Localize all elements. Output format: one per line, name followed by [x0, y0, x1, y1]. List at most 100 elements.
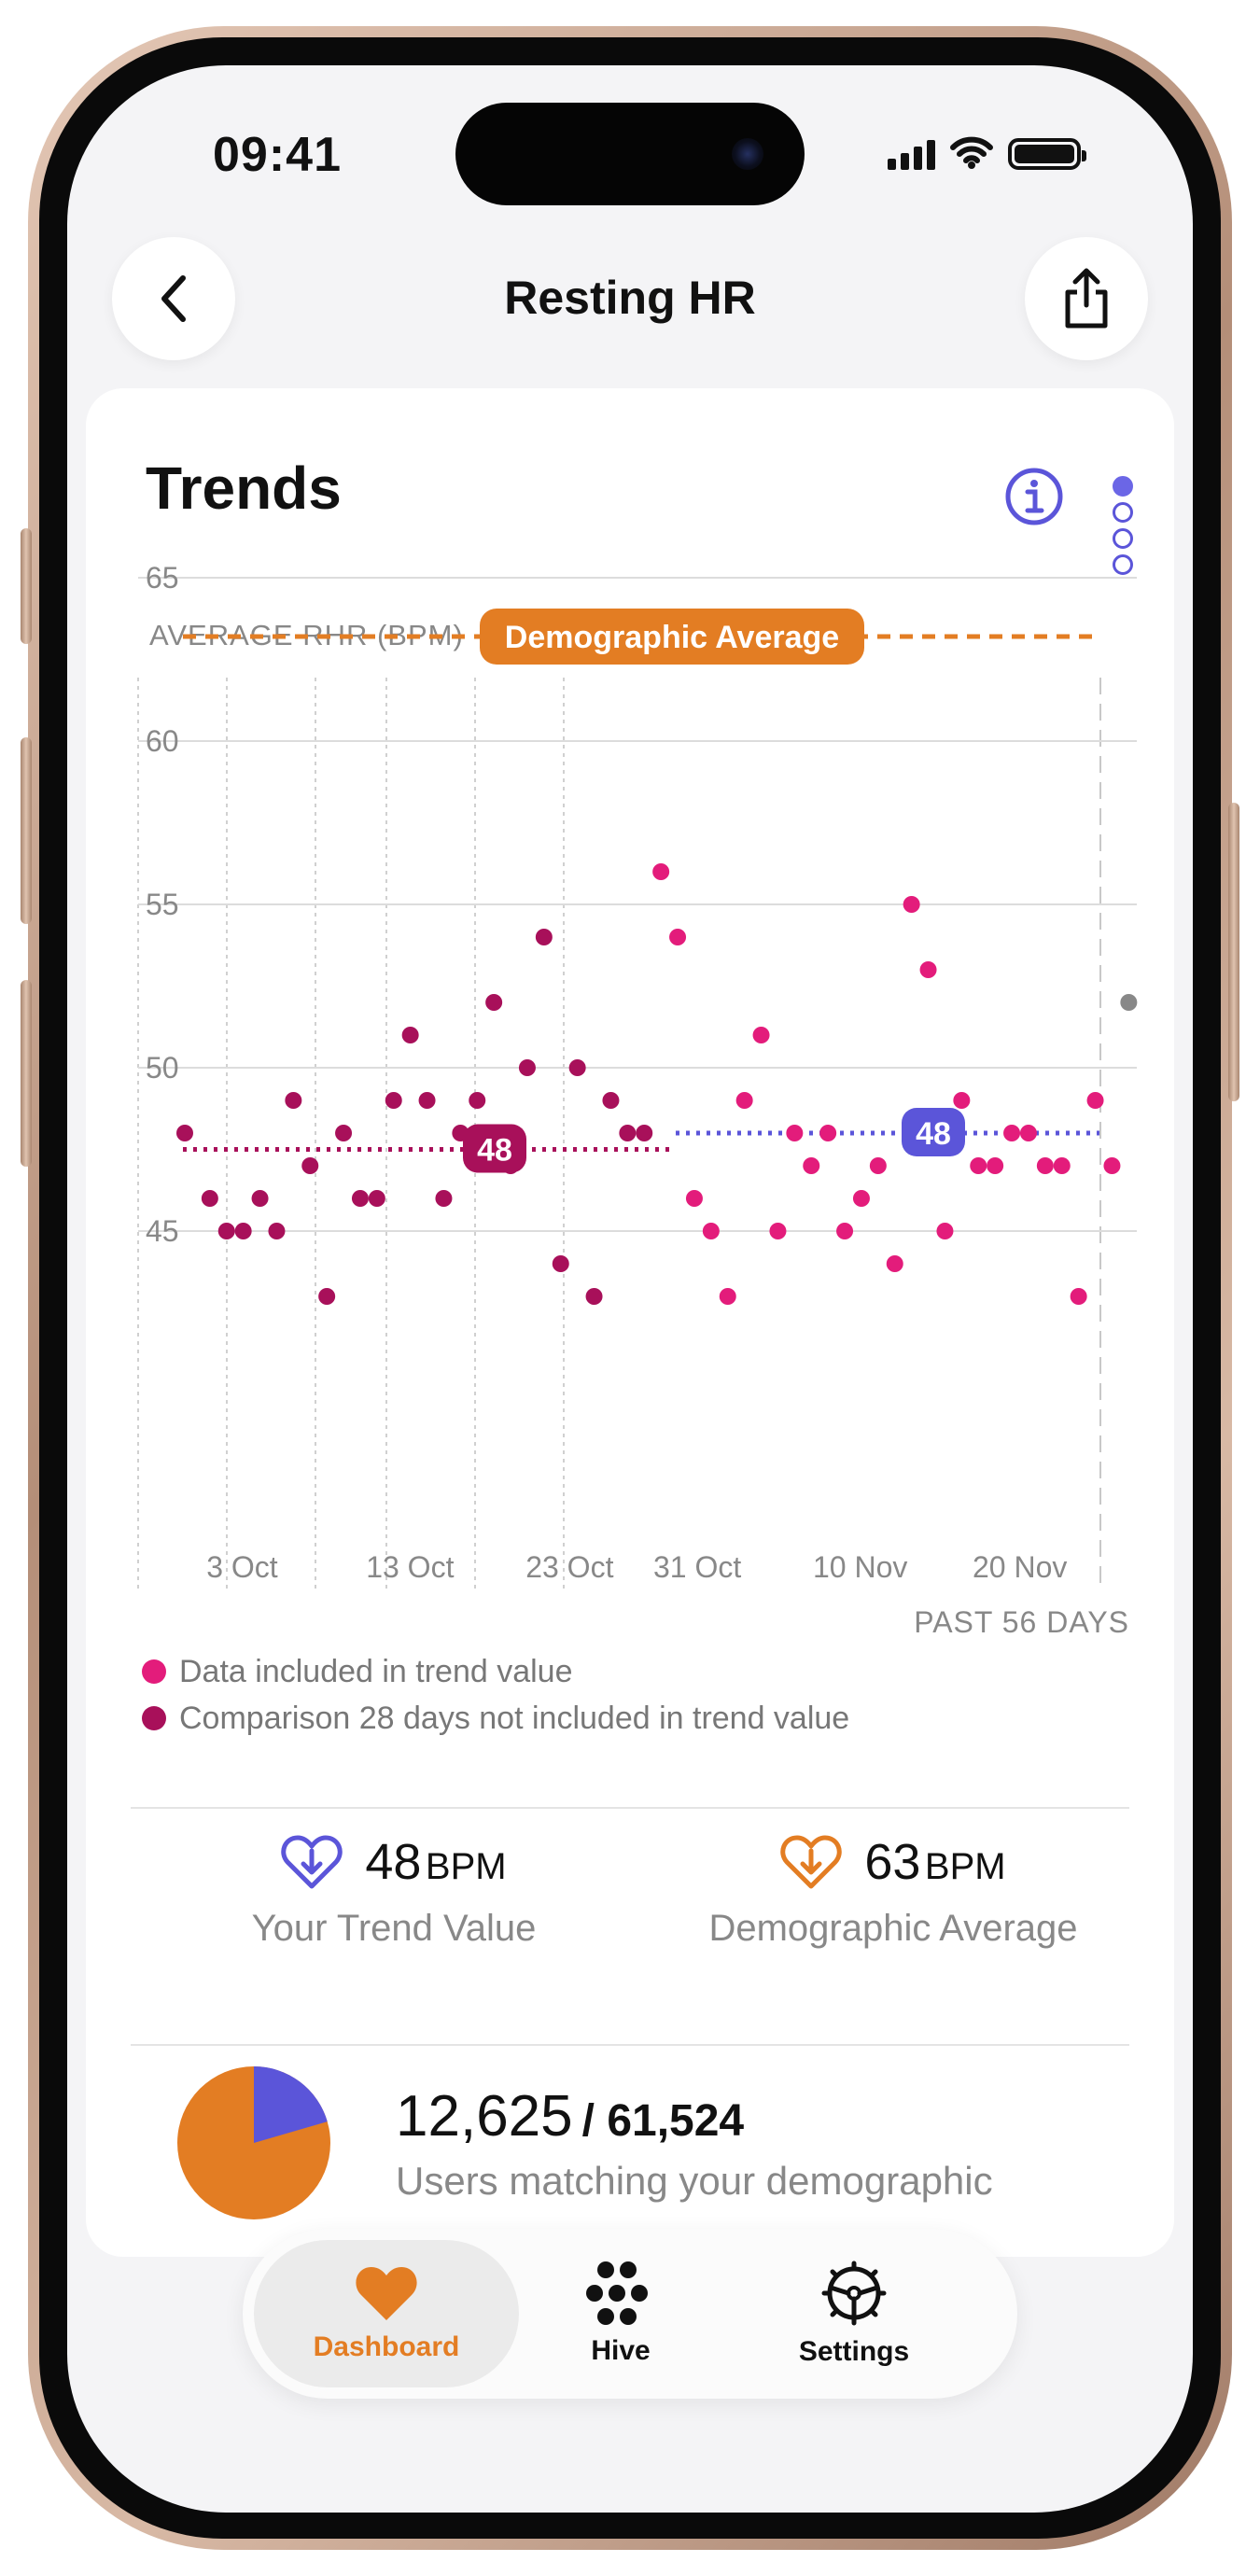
x-tick-label: 10 Nov: [813, 1550, 907, 1584]
data-point: [535, 929, 553, 945]
page-dot[interactable]: [1113, 502, 1133, 523]
data-point: [1019, 1125, 1037, 1141]
x-tick-label: 31 Oct: [653, 1550, 741, 1584]
users-pie-chart: [177, 2066, 330, 2219]
data-point: [1036, 1157, 1054, 1174]
demographic-average-pill-label: Demographic Average: [505, 620, 839, 655]
data-point: [803, 1157, 820, 1174]
data-point: [251, 1190, 269, 1207]
data-point: [919, 961, 937, 978]
tab-settings[interactable]: Settings: [747, 2240, 961, 2387]
data-point: [702, 1223, 720, 1239]
data-point: [585, 1288, 603, 1305]
data-point: [268, 1223, 286, 1239]
pie-slice-match: [254, 2066, 328, 2143]
data-point: [368, 1190, 385, 1207]
data-point: [987, 1157, 1004, 1174]
data-point: [1070, 1288, 1087, 1305]
users-label: Users matching your demographic: [396, 2158, 993, 2203]
comparison-trend-pill: [463, 1124, 526, 1173]
trend-unit: BPM: [425, 1846, 507, 1887]
data-point: [769, 1223, 787, 1239]
data-point: [401, 1027, 419, 1043]
data-point: [435, 1190, 453, 1207]
data-point: [852, 1190, 870, 1207]
page-dot[interactable]: [1113, 528, 1133, 549]
y-tick-label: 50: [146, 1051, 179, 1085]
data-point: [669, 929, 687, 945]
data-point: [485, 994, 503, 1011]
x-tick-label: 20 Nov: [973, 1550, 1067, 1584]
data-point: [1086, 1092, 1104, 1109]
users-matching-row: 12,625/ 61,524 Users matching your demog…: [177, 2066, 993, 2219]
data-point: [318, 1288, 336, 1305]
page-dot[interactable]: [1113, 554, 1133, 575]
wifi-icon: [950, 136, 993, 169]
tab-dashboard[interactable]: Dashboard: [254, 2240, 519, 2387]
users-total: / 61,524: [581, 2095, 745, 2146]
demographic-value: 63: [864, 1834, 921, 1890]
period-label: PAST 56 DAYS: [914, 1605, 1129, 1639]
data-point: [786, 1125, 804, 1141]
tab-hive-label: Hive: [591, 2335, 651, 2366]
page-indicator[interactable]: [1113, 476, 1133, 575]
data-point: [936, 1223, 954, 1239]
data-point: [568, 1059, 586, 1076]
data-point: [234, 1223, 252, 1239]
data-point: [385, 1092, 402, 1109]
heart-down-arrow-icon: [780, 1835, 843, 1889]
demographic-unit: BPM: [924, 1846, 1006, 1887]
page-dot[interactable]: [1113, 476, 1133, 497]
data-point: [176, 1125, 193, 1141]
data-point: [719, 1288, 736, 1305]
page-title: Resting HR: [504, 272, 756, 324]
data-point: [602, 1092, 620, 1109]
tab-bar: Dashboard Hive Settings: [243, 2229, 1017, 2399]
data-point: [1103, 1157, 1121, 1174]
trend-value: 48: [365, 1834, 422, 1890]
cellular-signal-icon: [888, 138, 935, 170]
comparison-trend-value: 48: [477, 1133, 512, 1169]
data-point: [819, 1125, 837, 1141]
hive-icon: [586, 2261, 648, 2325]
x-tick-label: 23 Oct: [525, 1550, 613, 1584]
divider: [131, 2044, 1129, 2046]
info-icon[interactable]: [1004, 467, 1064, 526]
data-point: [903, 896, 920, 913]
demographic-average-label: Demographic Average: [708, 1908, 1078, 1949]
data-point: [201, 1190, 218, 1207]
data-point: [217, 1223, 235, 1239]
data-point: [351, 1190, 369, 1207]
share-icon: [1065, 268, 1108, 329]
status-time: 09:41: [213, 128, 342, 182]
x-tick-label: 13 Oct: [366, 1550, 454, 1584]
current-trend-pill: [902, 1108, 965, 1156]
share-button[interactable]: [1025, 237, 1148, 360]
trends-card: Trends AVERAGE RHR (BPM) 3 Oct 13 Oct 23 Oc…: [86, 388, 1174, 2257]
data-point: [886, 1255, 903, 1272]
data-point: [1120, 994, 1138, 1011]
battery-icon: [1008, 138, 1086, 170]
tab-hive[interactable]: Hive: [523, 2240, 719, 2387]
chevron-left-icon: [161, 275, 186, 322]
card-title: Trends: [146, 455, 342, 522]
y-tick-label: 45: [146, 1214, 179, 1248]
legend-item-comparison: Comparison 28 days not included in trend…: [142, 1695, 849, 1742]
data-point: [652, 863, 670, 880]
data-point: [1003, 1125, 1021, 1141]
volume-down-button: [21, 980, 32, 1167]
data-point: [953, 1092, 971, 1109]
data-point: [970, 1157, 987, 1174]
data-point: [735, 1092, 753, 1109]
data-point: [836, 1223, 854, 1239]
legend-label-comparison: Comparison 28 days not included in trend…: [179, 1700, 850, 1736]
current-trend-value: 48: [916, 1116, 951, 1152]
back-button[interactable]: [112, 237, 235, 360]
data-point: [619, 1125, 637, 1141]
data-point: [869, 1157, 887, 1174]
trend-value-label: Your Trend Value: [251, 1908, 537, 1949]
data-point: [285, 1092, 302, 1109]
data-point: [301, 1157, 319, 1174]
heart-icon: [356, 2267, 417, 2320]
trend-value-stat: 48 BPM Your Trend Value: [217, 1833, 571, 1950]
